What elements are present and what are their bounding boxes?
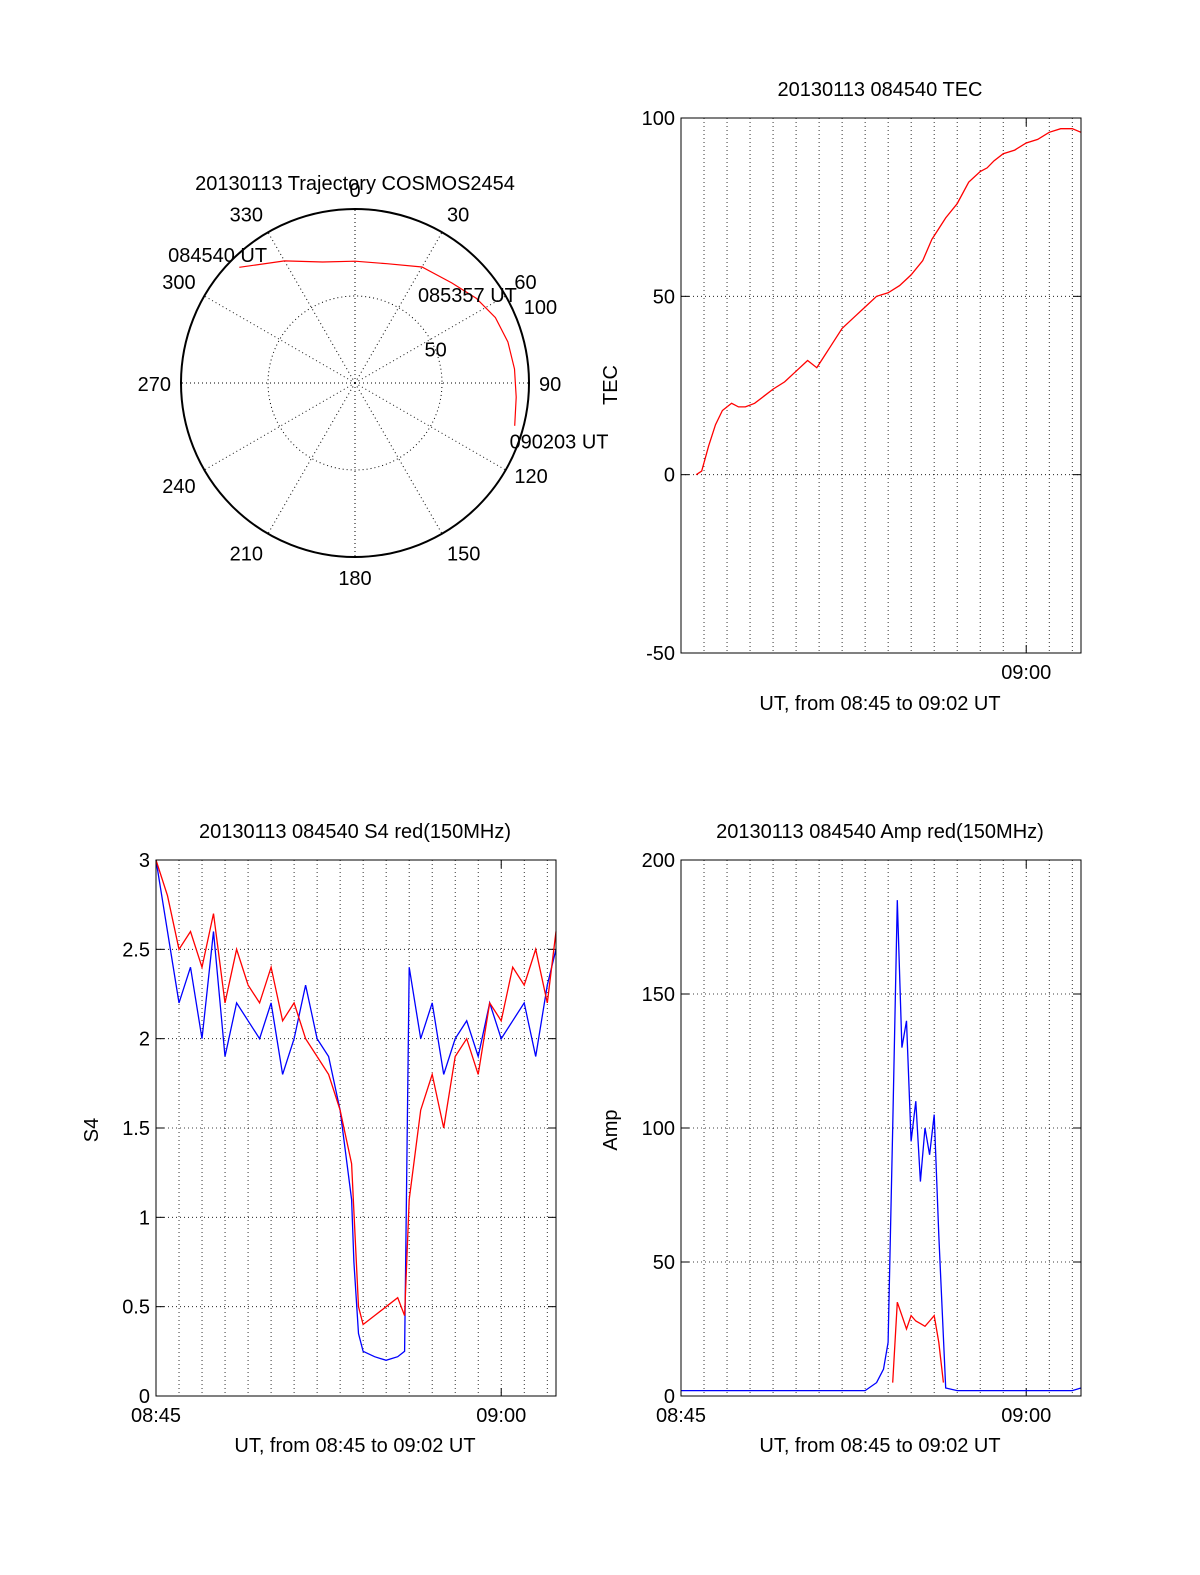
polar-azimuth-label: 210 — [230, 543, 263, 565]
tec-xlabel: UT, from 08:45 to 09:02 UT — [759, 693, 1000, 715]
y-tick-label: 1 — [139, 1207, 150, 1229]
trajectory-time-labels: 084540 UT 085357 UT 090203 UT — [168, 245, 608, 454]
plot-frame — [155, 859, 557, 1397]
x-tick-label: 09:00 — [1001, 1405, 1051, 1427]
trajectory-panel: 20130113 Trajectory COSMOS2454 0 30 60 90 12… — [138, 173, 609, 590]
x-tick-label: 08:45 — [656, 1405, 706, 1427]
polar-azimuth-label: 180 — [338, 568, 371, 590]
polar-azimuth-label: 300 — [162, 272, 195, 294]
y-tick-label: 0 — [664, 1386, 675, 1408]
s4-title: 20130113 084540 S4 red(150MHz) — [199, 821, 511, 843]
amp-panel: 20130113 084540 Amp red(150MHz) UT, from… — [600, 821, 1082, 1457]
polar-grid-spoke — [204, 382, 356, 471]
trajectory-track — [239, 260, 517, 426]
tec-ylabel: TEC — [600, 365, 622, 405]
amp-plot-area: 0 50 100 150 200 08:45 09:00 — [642, 850, 1082, 1427]
series-line — [155, 859, 557, 1361]
polar-azimuth-label: 330 — [230, 205, 263, 227]
polar-azimuth-label: 120 — [514, 466, 547, 488]
trajectory-line — [239, 260, 517, 426]
polar-grid — [180, 208, 530, 558]
y-tick-label: 1.5 — [122, 1118, 150, 1140]
x-tick-label: 09:00 — [476, 1405, 526, 1427]
y-tick-label: -50 — [646, 643, 675, 665]
y-tick-label: 100 — [642, 1118, 675, 1140]
tec-plot-area: -50 0 50 100 09:00 — [642, 108, 1082, 684]
polar-azimuth-label: 0 — [349, 180, 360, 202]
y-tick-label: 2 — [139, 1029, 150, 1051]
polar-grid-spoke — [267, 382, 356, 534]
y-tick-label: 200 — [642, 850, 675, 872]
polar-grid-spoke — [354, 382, 506, 471]
polar-grid-spoke — [354, 382, 443, 534]
polar-elevation-label: 100 — [524, 297, 557, 319]
y-tick-label: 3 — [139, 850, 150, 872]
polar-azimuth-label: 30 — [447, 205, 469, 227]
tec-title: 20130113 084540 TEC — [778, 79, 983, 101]
y-tick-label: 0 — [139, 1386, 150, 1408]
polar-azimuth-label: 240 — [162, 476, 195, 498]
series-line — [892, 1301, 945, 1383]
trajectory-time-label: 090203 UT — [510, 432, 609, 454]
trajectory-time-label: 085357 UT — [418, 285, 517, 307]
x-tick-label: 09:00 — [1001, 662, 1051, 684]
tec-panel: 20130113 084540 TEC UT, from 08:45 to 09… — [600, 79, 1082, 715]
polar-outer-circle — [180, 208, 530, 558]
polar-elevation-labels: 50 100 — [425, 297, 558, 361]
polar-elevation-label: 50 — [425, 339, 447, 361]
polar-azimuth-label: 90 — [539, 374, 561, 396]
polar-azimuth-label: 60 — [514, 272, 536, 294]
amp-ylabel: Amp — [600, 1109, 622, 1150]
y-tick-label: 50 — [653, 1252, 675, 1274]
amp-xlabel: UT, from 08:45 to 09:02 UT — [759, 1435, 1000, 1457]
series-line — [155, 859, 557, 1326]
y-tick-label: 50 — [653, 286, 675, 308]
polar-grid-spoke — [267, 232, 356, 384]
polar-grid-spoke — [354, 232, 443, 384]
series-line — [681, 900, 1082, 1392]
polar-azimuth-label: 150 — [447, 543, 480, 565]
s4-ylabel: S4 — [81, 1118, 103, 1142]
polar-grid-spoke — [204, 295, 356, 384]
s4-plot-area: 0 0.5 1 1.5 2 2.5 3 08:45 09:00 — [122, 850, 557, 1427]
s4-xlabel: UT, from 08:45 to 09:02 UT — [234, 1435, 475, 1457]
plot-frame — [680, 117, 1082, 654]
y-tick-label: 0 — [664, 465, 675, 487]
trajectory-title: 20130113 Trajectory COSMOS2454 — [195, 173, 515, 195]
y-tick-label: 0.5 — [122, 1297, 150, 1319]
s4-panel: 20130113 084540 S4 red(150MHz) UT, from … — [81, 821, 557, 1457]
y-tick-label: 2.5 — [122, 939, 150, 961]
y-tick-label: 100 — [642, 108, 675, 130]
trajectory-time-label: 084540 UT — [168, 245, 267, 267]
polar-grid-spoke — [354, 295, 506, 384]
x-tick-label: 08:45 — [131, 1405, 181, 1427]
y-tick-label: 150 — [642, 984, 675, 1006]
polar-azimuth-label: 270 — [138, 374, 171, 396]
series-line — [695, 128, 1082, 476]
polar-grid-circle — [267, 295, 443, 471]
polar-azimuth-labels: 0 30 60 90 120 150 180 210 240 270 300 330 — [138, 180, 562, 590]
plot-frame — [680, 859, 1082, 1397]
amp-title: 20130113 084540 Amp red(150MHz) — [716, 821, 1044, 843]
